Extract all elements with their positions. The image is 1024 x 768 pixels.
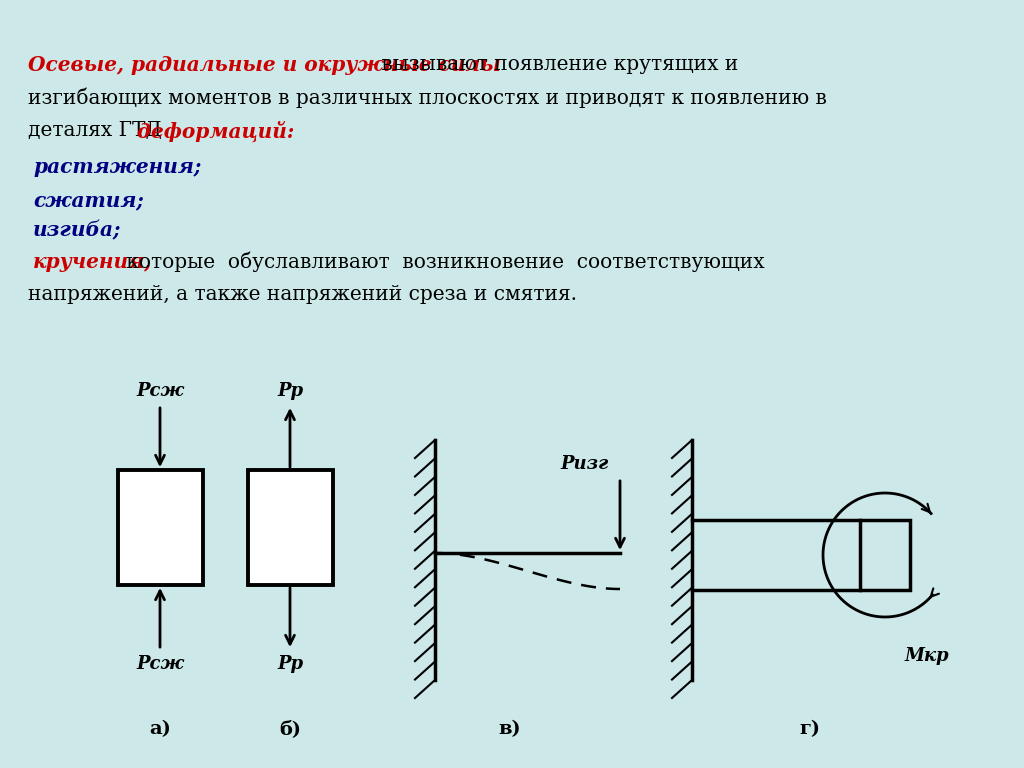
Text: сжатия;: сжатия; <box>33 190 143 210</box>
Text: вызывают появление крутящих и: вызывают появление крутящих и <box>375 55 738 74</box>
Text: изгибающих моментов в различных плоскостях и приводят к появлению в: изгибающих моментов в различных плоскост… <box>28 88 826 108</box>
Text: деформаций:: деформаций: <box>130 121 294 142</box>
Text: кручения,: кручения, <box>33 252 153 272</box>
Text: а): а) <box>150 720 171 738</box>
Text: растяжения;: растяжения; <box>33 157 202 177</box>
Text: г): г) <box>800 720 820 738</box>
Text: в): в) <box>499 720 521 738</box>
Text: напряжений, а также напряжений среза и смятия.: напряжений, а также напряжений среза и с… <box>28 285 577 304</box>
Text: изгиба;: изгиба; <box>33 220 122 240</box>
Bar <box>118 470 203 585</box>
Text: Ризг: Ризг <box>560 455 608 473</box>
Text: Рр: Рр <box>276 382 303 400</box>
Bar <box>248 470 333 585</box>
Bar <box>860 520 910 590</box>
Text: Рсж: Рсж <box>136 382 184 400</box>
Text: Осевые, радиальные и окружные силы: Осевые, радиальные и окружные силы <box>28 55 501 75</box>
Text: Рр: Рр <box>276 655 303 673</box>
Text: которые  обуславливают  возникновение  соответствующих: которые обуславливают возникновение соот… <box>120 252 765 273</box>
Text: деталях ГТД: деталях ГТД <box>28 121 162 140</box>
Text: Рсж: Рсж <box>136 655 184 673</box>
Text: б): б) <box>279 720 301 738</box>
Text: Мкр: Мкр <box>905 647 949 665</box>
